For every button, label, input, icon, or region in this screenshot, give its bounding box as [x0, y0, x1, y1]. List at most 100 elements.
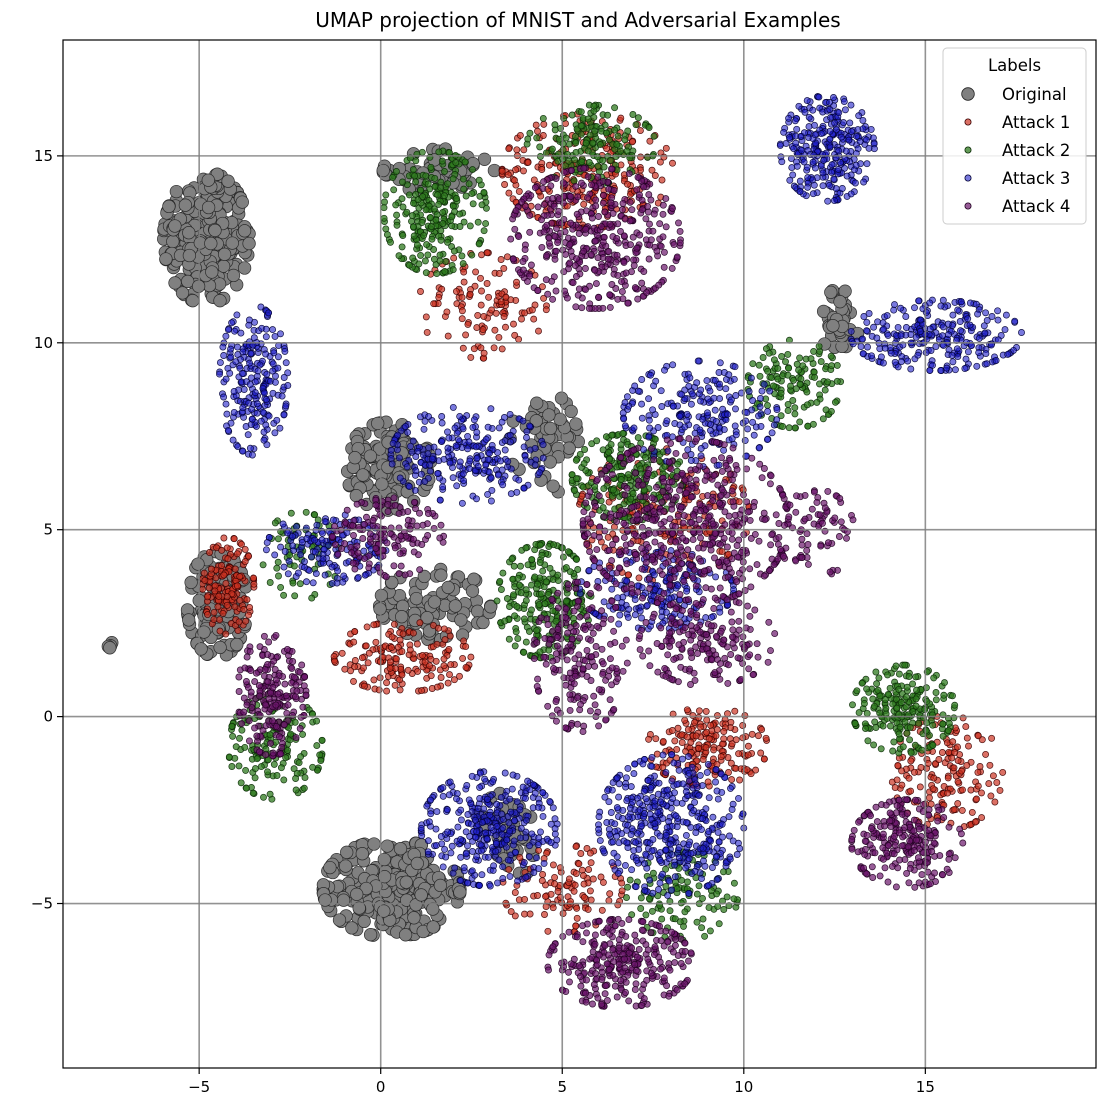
- point-attack-2: [282, 754, 290, 762]
- point-attack-1: [360, 664, 367, 672]
- point-original: [237, 224, 252, 238]
- point-attack-2: [392, 201, 400, 209]
- point-attack-3: [229, 436, 237, 444]
- point-attack-2: [225, 753, 233, 761]
- point-attack-2: [522, 544, 530, 552]
- point-attack-2: [311, 511, 319, 519]
- point-attack-3: [929, 361, 936, 369]
- point-attack-2: [550, 541, 558, 549]
- point-attack-2: [271, 519, 279, 527]
- point-attack-1: [762, 734, 770, 742]
- point-attack-3: [260, 436, 268, 444]
- point-attack-1: [386, 664, 394, 672]
- point-attack-3: [501, 446, 509, 454]
- point-attack-1: [954, 743, 961, 751]
- point-attack-2: [889, 747, 897, 755]
- point-attack-1: [432, 657, 440, 665]
- point-attack-1: [728, 740, 736, 748]
- point-attack-2: [807, 355, 815, 363]
- point-original: [194, 642, 208, 656]
- point-attack-3: [220, 352, 228, 359]
- point-attack-1: [240, 606, 248, 613]
- point-attack-2: [409, 223, 417, 231]
- point-attack-1: [597, 873, 605, 881]
- point-attack-1: [720, 728, 728, 735]
- point-attack-3: [859, 335, 866, 343]
- point-attack-2: [828, 362, 836, 370]
- point-attack-3: [932, 343, 940, 350]
- point-attack-1: [409, 629, 417, 637]
- point-original: [433, 878, 448, 893]
- point-attack-2: [301, 774, 309, 782]
- point-attack-2: [522, 638, 530, 646]
- point-attack-3: [824, 197, 832, 205]
- point-attack-3: [939, 332, 946, 340]
- point-attack-1: [624, 571, 632, 579]
- point-attack-3: [260, 389, 268, 397]
- point-attack-1: [201, 576, 209, 584]
- point-attack-2: [693, 918, 701, 926]
- point-attack-2: [571, 487, 578, 494]
- point-attack-2: [637, 894, 645, 902]
- point-attack-3: [270, 349, 278, 357]
- point-attack-3: [438, 413, 446, 420]
- point-attack-3: [975, 349, 983, 357]
- point-attack-2: [782, 358, 789, 366]
- point-attack-3: [859, 350, 867, 358]
- point-attack-2: [415, 260, 423, 268]
- point-attack-2: [872, 724, 880, 731]
- point-attack-3: [786, 176, 794, 184]
- point-attack-3: [216, 370, 223, 378]
- point-attack-2: [538, 551, 546, 559]
- point-attack-2: [902, 693, 910, 701]
- point-attack-1: [460, 637, 468, 645]
- point-attack-2: [235, 762, 243, 770]
- point-attack-3: [234, 343, 241, 351]
- point-attack-1: [526, 910, 534, 918]
- point-attack-2: [853, 687, 861, 695]
- point-attack-1: [618, 887, 626, 895]
- point-attack-1: [513, 278, 520, 286]
- point-attack-2: [309, 763, 317, 771]
- point-attack-1: [478, 287, 485, 295]
- point-attack-1: [524, 158, 532, 166]
- point-attack-1: [728, 776, 736, 784]
- point-attack-2: [478, 201, 486, 209]
- point-attack-3: [434, 470, 442, 478]
- point-original: [166, 234, 180, 249]
- point-attack-2: [275, 572, 282, 580]
- point-attack-1: [495, 333, 503, 341]
- point-attack-2: [941, 679, 948, 687]
- point-attack-2: [241, 743, 249, 751]
- point-attack-3: [247, 350, 255, 357]
- point-attack-1: [758, 726, 766, 733]
- point-attack-3: [439, 483, 447, 491]
- point-attack-2: [571, 132, 579, 140]
- point-attack-2: [571, 156, 578, 164]
- point-attack-3: [835, 147, 843, 155]
- point-attack-2: [593, 153, 601, 161]
- point-attack-1: [236, 573, 244, 581]
- point-attack-1: [458, 293, 466, 301]
- point-attack-1: [570, 887, 578, 895]
- point-attack-2: [497, 586, 505, 593]
- point-attack-3: [216, 359, 224, 367]
- point-attack-3: [972, 300, 980, 308]
- point-attack-1: [658, 176, 666, 184]
- point-attack-3: [248, 451, 256, 459]
- point-attack-1: [660, 153, 668, 161]
- point-attack-3: [966, 321, 974, 329]
- point-attack-2: [450, 247, 458, 255]
- point-attack-2: [804, 422, 812, 430]
- point-attack-1: [978, 814, 986, 822]
- point-attack-1: [572, 922, 580, 930]
- point-attack-2: [436, 251, 444, 259]
- point-attack-1: [210, 615, 218, 623]
- point-attack-2: [764, 367, 772, 375]
- point-attack-2: [313, 717, 321, 725]
- point-attack-3: [251, 389, 259, 397]
- point-attack-3: [957, 298, 965, 306]
- point-attack-3: [840, 98, 848, 106]
- point-attack-2: [906, 723, 914, 731]
- point-attack-1: [219, 609, 227, 617]
